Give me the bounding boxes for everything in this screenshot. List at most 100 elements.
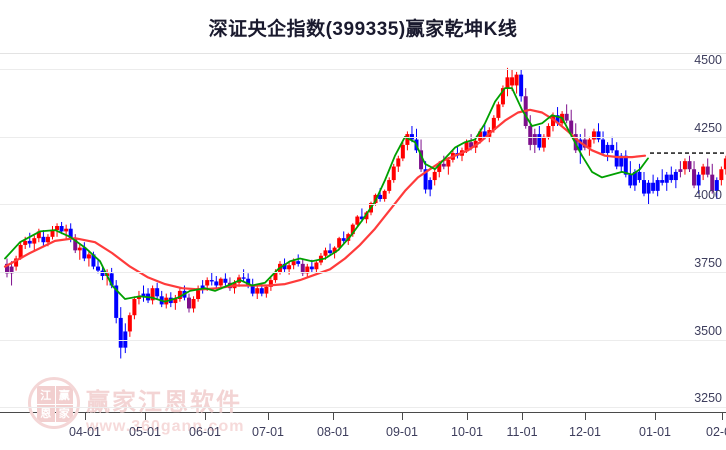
candle-body — [655, 180, 660, 191]
candle-body — [100, 270, 105, 277]
candle-body — [305, 266, 310, 274]
x-axis-tick — [85, 413, 86, 420]
candle-body — [669, 174, 674, 181]
candle-body — [18, 244, 23, 259]
candle-body — [155, 288, 160, 297]
page-title: 深证央企指数(399335)赢家乾坤K线 — [208, 19, 518, 40]
candle-body — [696, 174, 701, 186]
candle-body — [218, 278, 223, 286]
y-axis-label: 4000 — [694, 188, 722, 203]
candle-body — [255, 288, 260, 294]
x-axis-label: 07-01 — [252, 425, 284, 439]
candle-body — [564, 113, 569, 121]
candle-body — [419, 150, 424, 170]
y-axis-label: 4250 — [694, 120, 722, 135]
candle-body — [309, 266, 314, 270]
candle-body — [314, 262, 319, 270]
logo-char: 恩 — [37, 404, 55, 422]
logo-char: 家 — [55, 404, 73, 422]
candle-body — [73, 239, 78, 251]
x-axis-label: 10-01 — [451, 425, 483, 439]
brand-logo-icon: 江赢恩家 — [28, 377, 80, 429]
x-axis-tick — [467, 413, 468, 420]
candle-body — [250, 285, 255, 294]
candle-body — [118, 317, 123, 348]
ma-line — [4, 87, 649, 303]
candle-body — [664, 174, 669, 183]
candle-body — [205, 280, 210, 286]
candle-body — [596, 131, 601, 140]
candle-body — [9, 266, 14, 274]
candle-body — [391, 166, 396, 181]
candle-body — [32, 238, 37, 244]
candle-body — [364, 212, 369, 220]
candle-body — [177, 290, 182, 300]
candle-body — [214, 281, 219, 286]
candle-body — [432, 171, 437, 181]
candle-body — [514, 74, 519, 86]
candle-body — [537, 134, 542, 148]
x-axis-label: 04-01 — [69, 425, 101, 439]
candle-body — [437, 163, 442, 172]
candle-body — [464, 142, 469, 151]
ma-line — [3, 108, 647, 291]
candle-body — [400, 144, 405, 159]
x-axis-tick — [402, 413, 403, 420]
candle-body — [673, 171, 678, 181]
candle-body — [41, 236, 46, 243]
candle-body — [246, 278, 251, 286]
candle-body — [291, 261, 296, 266]
watermark-brand: 赢家江恩软件 — [86, 389, 242, 416]
watermark-url: www.360gann.com — [86, 418, 245, 435]
candle-body — [582, 139, 587, 148]
candle-body — [569, 120, 574, 135]
candle-body — [619, 155, 624, 167]
candle-body — [96, 266, 100, 271]
candle-body — [532, 134, 537, 145]
candle-body — [500, 88, 505, 105]
candle-body — [287, 265, 292, 270]
candle-body — [86, 254, 91, 259]
candle-body — [5, 263, 9, 274]
candle-body — [614, 150, 619, 167]
candle-body — [428, 180, 433, 190]
candle-body — [519, 74, 524, 97]
candle-body — [323, 250, 328, 256]
candle-body — [150, 288, 155, 301]
candle-body — [660, 180, 665, 183]
y-gridline — [0, 136, 726, 138]
candle-body — [296, 261, 301, 264]
candle-body — [200, 285, 205, 289]
candle-body — [55, 226, 60, 231]
candle-body — [82, 247, 87, 259]
y-axis-label: 4500 — [694, 53, 722, 68]
candle-body — [423, 169, 428, 190]
candle-body — [77, 247, 82, 251]
candle-body — [405, 134, 410, 145]
candle-body — [610, 144, 615, 151]
candle-body — [692, 169, 697, 186]
candle-body — [241, 277, 246, 279]
candle-body — [300, 263, 305, 274]
candle-body — [546, 125, 551, 137]
candle-body — [687, 161, 692, 170]
candle-body — [387, 180, 392, 191]
candle-body — [446, 159, 451, 167]
logo-char: 赢 — [55, 386, 73, 404]
candle-body — [114, 285, 119, 318]
candle-body — [141, 293, 146, 297]
candle-body — [350, 224, 355, 235]
x-axis-tick — [522, 413, 523, 420]
candle-body — [528, 125, 533, 145]
x-axis-label: 01-01 — [639, 425, 671, 439]
candle-body — [491, 117, 496, 131]
logo-char: 江 — [37, 386, 55, 404]
candle-body — [510, 77, 515, 86]
x-axis-tick — [585, 413, 586, 420]
candle-body — [328, 250, 333, 254]
candle-body — [91, 254, 96, 267]
candle-body — [678, 169, 683, 172]
candle-body — [14, 258, 19, 267]
candle-body — [496, 104, 501, 118]
